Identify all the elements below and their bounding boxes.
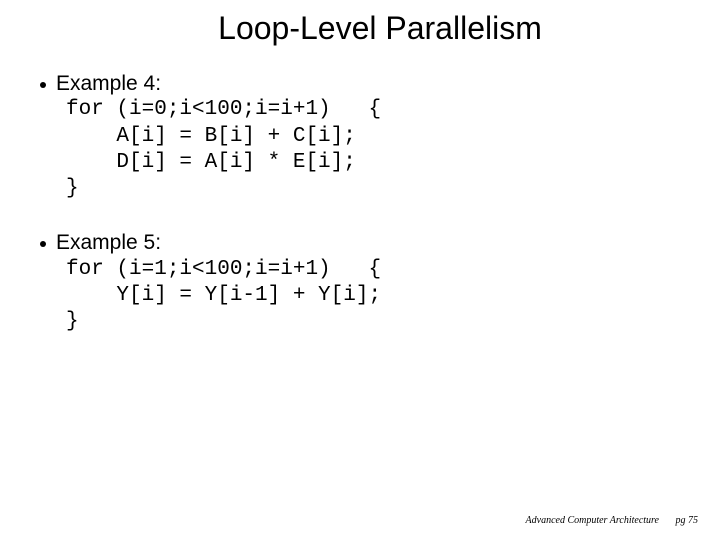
slide-title: Loop-Level Parallelism	[40, 0, 720, 47]
example4-label: Example 4:	[56, 71, 161, 97]
slide: Loop-Level Parallelism Example 4: for (i…	[0, 0, 720, 540]
example4-code-line1: for (i=0;i<100;i=i+1) {	[66, 97, 680, 123]
example5-label: Example 5:	[56, 230, 161, 256]
spacer	[40, 202, 680, 224]
footer-page: pg 75	[676, 515, 699, 526]
bullet-example-5: Example 5:	[40, 230, 680, 256]
bullet-dot-icon	[40, 241, 46, 247]
bullet-example-4: Example 4:	[40, 71, 680, 97]
example4-code-line2: A[i] = B[i] + C[i];	[66, 124, 680, 150]
example5-code-line2: Y[i] = Y[i-1] + Y[i];	[66, 283, 680, 309]
footer-course: Advanced Computer Architecture	[526, 515, 659, 526]
footer: Advanced Computer Architecture pg 75	[526, 515, 698, 526]
slide-body: Example 4: for (i=0;i<100;i=i+1) { A[i] …	[0, 47, 720, 335]
example5-code-line1: for (i=1;i<100;i=i+1) {	[66, 257, 680, 283]
example5-code-line3: }	[66, 309, 680, 335]
bullet-dot-icon	[40, 82, 46, 88]
example4-code-line4: }	[66, 176, 680, 202]
example4-code-line3: D[i] = A[i] * E[i];	[66, 150, 680, 176]
